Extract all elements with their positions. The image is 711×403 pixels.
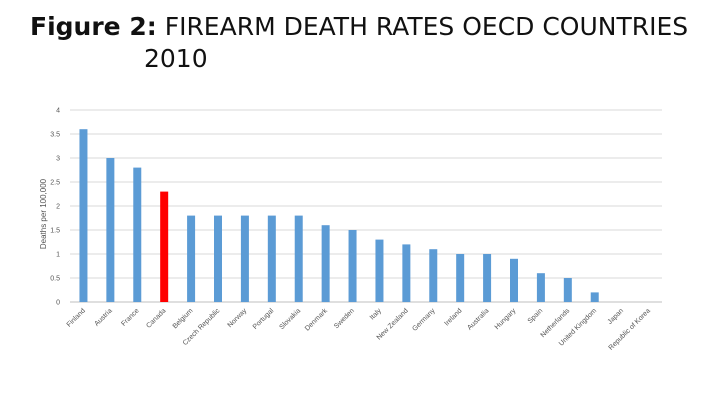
y-tick-label: 0.5 bbox=[50, 276, 60, 283]
bar-slovakia bbox=[294, 215, 303, 302]
bar-austria bbox=[106, 158, 115, 302]
bar-ireland bbox=[456, 254, 465, 302]
bar-germany bbox=[429, 249, 438, 302]
bar-france bbox=[133, 167, 142, 302]
bar-sweden bbox=[348, 230, 357, 302]
bar-belgium bbox=[187, 215, 196, 302]
bar-czech-republic bbox=[214, 215, 222, 302]
bar-canada bbox=[160, 191, 169, 302]
bar-portugal bbox=[267, 215, 276, 302]
category-label: France bbox=[120, 307, 140, 327]
category-label: Sweden bbox=[333, 307, 356, 330]
category-label: Austria bbox=[93, 307, 113, 327]
bar-australia bbox=[483, 254, 492, 302]
category-label: Belgium bbox=[172, 307, 195, 330]
y-tick-label: 3.5 bbox=[50, 132, 60, 139]
category-label: Denmark bbox=[304, 307, 329, 332]
y-tick-label: 4 bbox=[56, 108, 60, 115]
title-main: FIREARM DEATH RATES OECD COUNTRIES bbox=[164, 12, 689, 41]
category-label: Hungary bbox=[494, 307, 518, 331]
category-label: Australia bbox=[466, 307, 490, 331]
category-label: Finland bbox=[66, 307, 87, 328]
y-tick-label: 1 bbox=[56, 252, 60, 259]
category-label: Italy bbox=[369, 307, 383, 321]
chart-title: Figure 2: FIREARM DEATH RATES OECD COUNT… bbox=[30, 11, 690, 75]
category-label: Slovakia bbox=[278, 307, 302, 331]
category-label: Portugal bbox=[252, 307, 276, 331]
category-label: Germany bbox=[411, 307, 437, 333]
category-label: Japan bbox=[607, 307, 626, 326]
bar-spain bbox=[536, 273, 545, 302]
title-year: 2010 bbox=[144, 44, 208, 73]
category-label: Ireland bbox=[444, 307, 464, 327]
title-lead: Figure 2: bbox=[30, 12, 157, 41]
bar-hungary bbox=[510, 258, 518, 302]
y-axis-title: Deaths per 100,000 bbox=[39, 178, 48, 249]
y-tick-label: 0 bbox=[56, 300, 60, 307]
bar-united-kingdom bbox=[590, 292, 599, 302]
bar-norway bbox=[240, 215, 249, 302]
y-tick-label: 2.5 bbox=[50, 180, 60, 187]
category-label: Norway bbox=[227, 307, 249, 329]
category-label: Spain bbox=[527, 307, 545, 325]
y-tick-label: 3 bbox=[56, 156, 60, 163]
y-tick-label: 2 bbox=[56, 204, 60, 211]
bar-netherlands bbox=[563, 278, 572, 302]
bar-denmark bbox=[321, 225, 330, 302]
y-tick-label: 1.5 bbox=[50, 228, 60, 235]
bar-finland bbox=[79, 129, 88, 302]
category-label: Canada bbox=[145, 307, 167, 329]
bar-new-zealand bbox=[402, 244, 411, 302]
bar-italy bbox=[375, 239, 384, 302]
